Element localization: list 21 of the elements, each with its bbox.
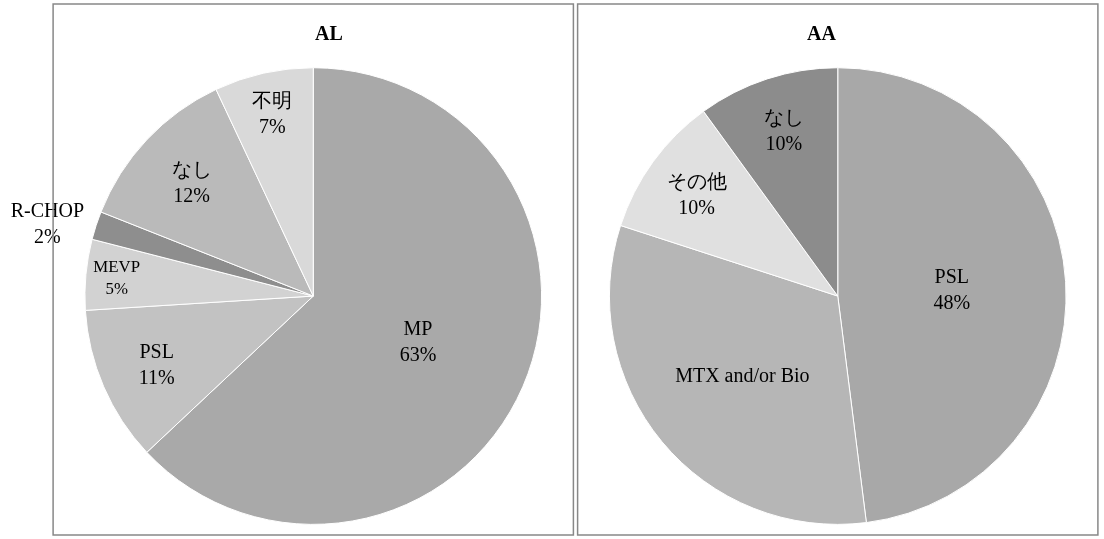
slice-label: PSL bbox=[139, 339, 174, 362]
slice-label: MTX and/or Bio bbox=[675, 363, 810, 386]
data-label: 2% bbox=[34, 225, 61, 248]
slice-label: その他 bbox=[666, 169, 727, 192]
chart-title: AA bbox=[807, 22, 837, 44]
data-label: 10% bbox=[678, 195, 715, 218]
data-label: 63% bbox=[399, 343, 437, 366]
slice-label: 不明 bbox=[252, 89, 293, 112]
data-label: 10% bbox=[765, 132, 803, 155]
data-label: 7% bbox=[259, 115, 286, 138]
data-label: 11% bbox=[138, 365, 175, 388]
slice-label: なし bbox=[763, 106, 804, 129]
data-label: 5% bbox=[105, 279, 128, 299]
chart-title: AL bbox=[315, 22, 343, 44]
data-label: 12% bbox=[173, 183, 210, 206]
data-label: 48% bbox=[933, 290, 971, 313]
slice-label: MP bbox=[403, 317, 433, 340]
slice-label: PSL bbox=[934, 264, 970, 287]
slice-label: R-CHOP bbox=[10, 199, 85, 222]
slice-label: なし bbox=[171, 157, 212, 180]
slice-label: MEVP bbox=[93, 257, 141, 277]
